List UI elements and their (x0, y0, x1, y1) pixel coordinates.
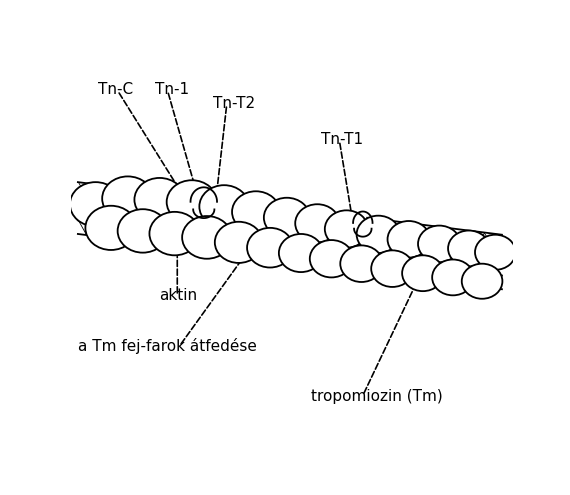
Ellipse shape (340, 246, 382, 282)
Ellipse shape (388, 221, 430, 257)
Ellipse shape (135, 178, 185, 221)
Ellipse shape (200, 185, 249, 228)
Ellipse shape (371, 250, 414, 287)
Ellipse shape (475, 235, 516, 270)
Text: Tn-T2: Tn-T2 (213, 96, 255, 110)
Text: Tn-1: Tn-1 (155, 82, 189, 98)
Text: tropomiozin (Tm): tropomiozin (Tm) (311, 389, 443, 404)
Ellipse shape (432, 259, 474, 296)
Ellipse shape (166, 180, 217, 224)
Text: a Tm fej-farok átfedése: a Tm fej-farok átfedése (78, 339, 256, 354)
Ellipse shape (448, 231, 490, 266)
Ellipse shape (325, 210, 368, 248)
Ellipse shape (232, 191, 280, 233)
Text: Tn-C: Tn-C (98, 82, 133, 98)
Text: Tn-T1: Tn-T1 (321, 132, 363, 147)
Ellipse shape (182, 216, 231, 259)
Ellipse shape (70, 182, 121, 226)
Ellipse shape (215, 222, 263, 263)
Ellipse shape (279, 234, 323, 272)
Ellipse shape (149, 212, 200, 255)
Ellipse shape (310, 240, 353, 277)
Ellipse shape (247, 228, 293, 267)
Ellipse shape (102, 176, 153, 221)
Ellipse shape (264, 198, 310, 238)
Ellipse shape (117, 209, 168, 252)
Ellipse shape (462, 264, 502, 299)
Ellipse shape (357, 216, 400, 253)
Ellipse shape (86, 206, 137, 250)
Ellipse shape (418, 226, 461, 262)
Ellipse shape (295, 204, 339, 243)
Ellipse shape (402, 255, 443, 291)
Text: aktin: aktin (160, 288, 198, 303)
